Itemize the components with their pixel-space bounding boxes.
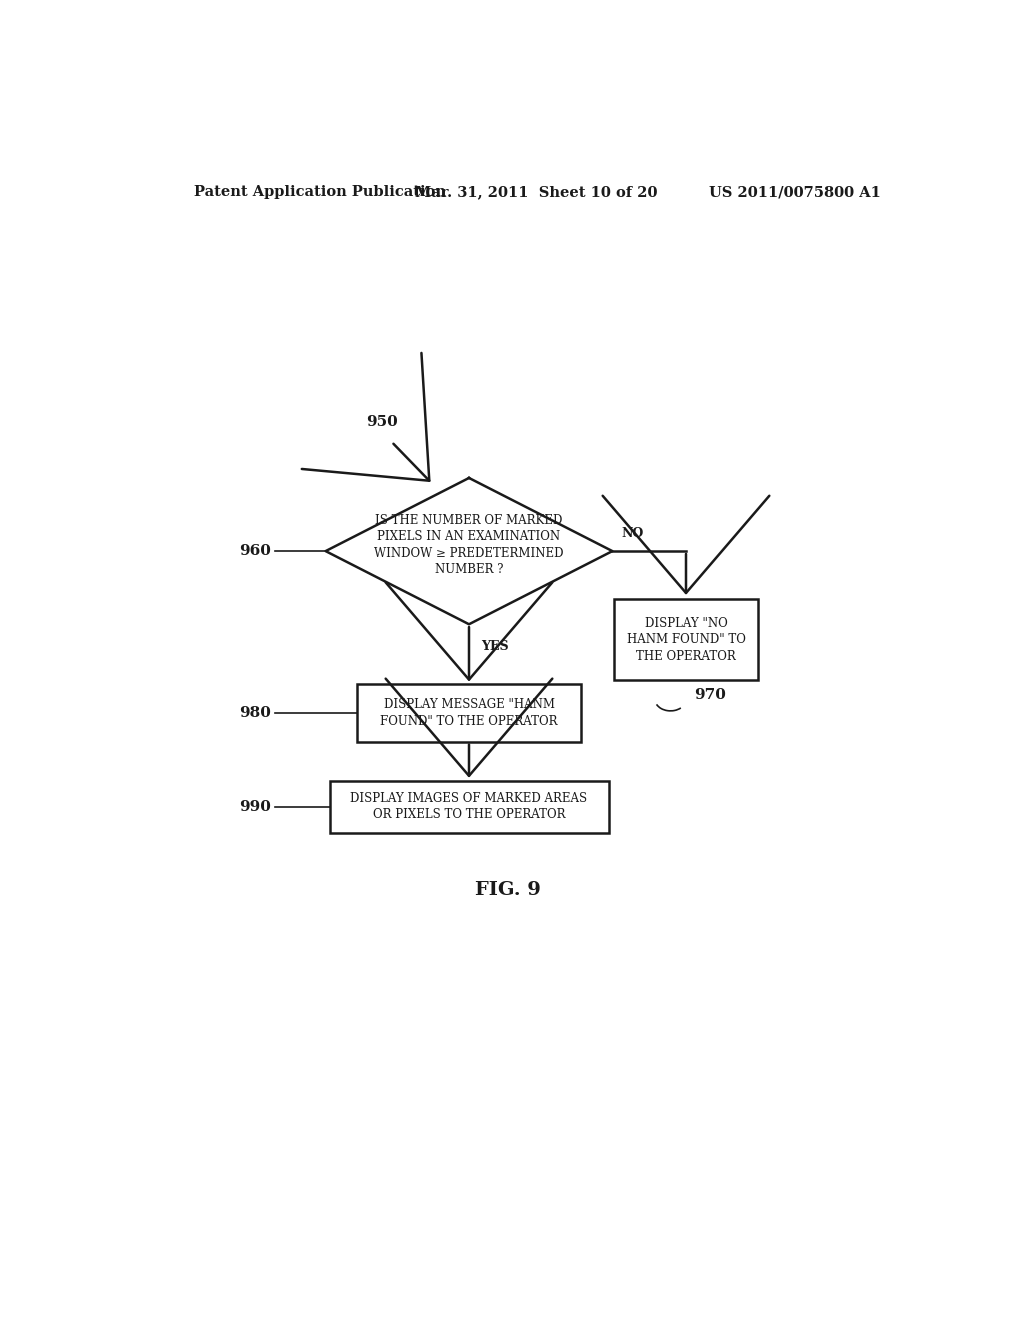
Text: 980: 980 — [240, 706, 271, 719]
Text: US 2011/0075800 A1: US 2011/0075800 A1 — [710, 185, 881, 199]
Text: DISPLAY "NO
HANM FOUND" TO
THE OPERATOR: DISPLAY "NO HANM FOUND" TO THE OPERATOR — [627, 616, 745, 663]
Text: Patent Application Publication: Patent Application Publication — [194, 185, 445, 199]
FancyBboxPatch shape — [330, 780, 608, 833]
Text: DISPLAY IMAGES OF MARKED AREAS
OR PIXELS TO THE OPERATOR: DISPLAY IMAGES OF MARKED AREAS OR PIXELS… — [350, 792, 588, 821]
Text: 970: 970 — [693, 688, 726, 702]
Text: YES: YES — [480, 640, 508, 652]
Text: Mar. 31, 2011  Sheet 10 of 20: Mar. 31, 2011 Sheet 10 of 20 — [415, 185, 657, 199]
Text: 990: 990 — [240, 800, 271, 813]
Text: DISPLAY MESSAGE "HANM
FOUND" TO THE OPERATOR: DISPLAY MESSAGE "HANM FOUND" TO THE OPER… — [380, 698, 558, 727]
Text: IS THE NUMBER OF MARKED
PIXELS IN AN EXAMINATION
WINDOW ≥ PREDETERMINED
NUMBER ?: IS THE NUMBER OF MARKED PIXELS IN AN EXA… — [374, 513, 564, 577]
FancyBboxPatch shape — [356, 684, 582, 742]
FancyBboxPatch shape — [614, 599, 758, 680]
Text: NO: NO — [622, 527, 644, 540]
Text: 960: 960 — [240, 544, 271, 558]
Text: FIG. 9: FIG. 9 — [475, 880, 541, 899]
Text: 950: 950 — [366, 416, 397, 429]
